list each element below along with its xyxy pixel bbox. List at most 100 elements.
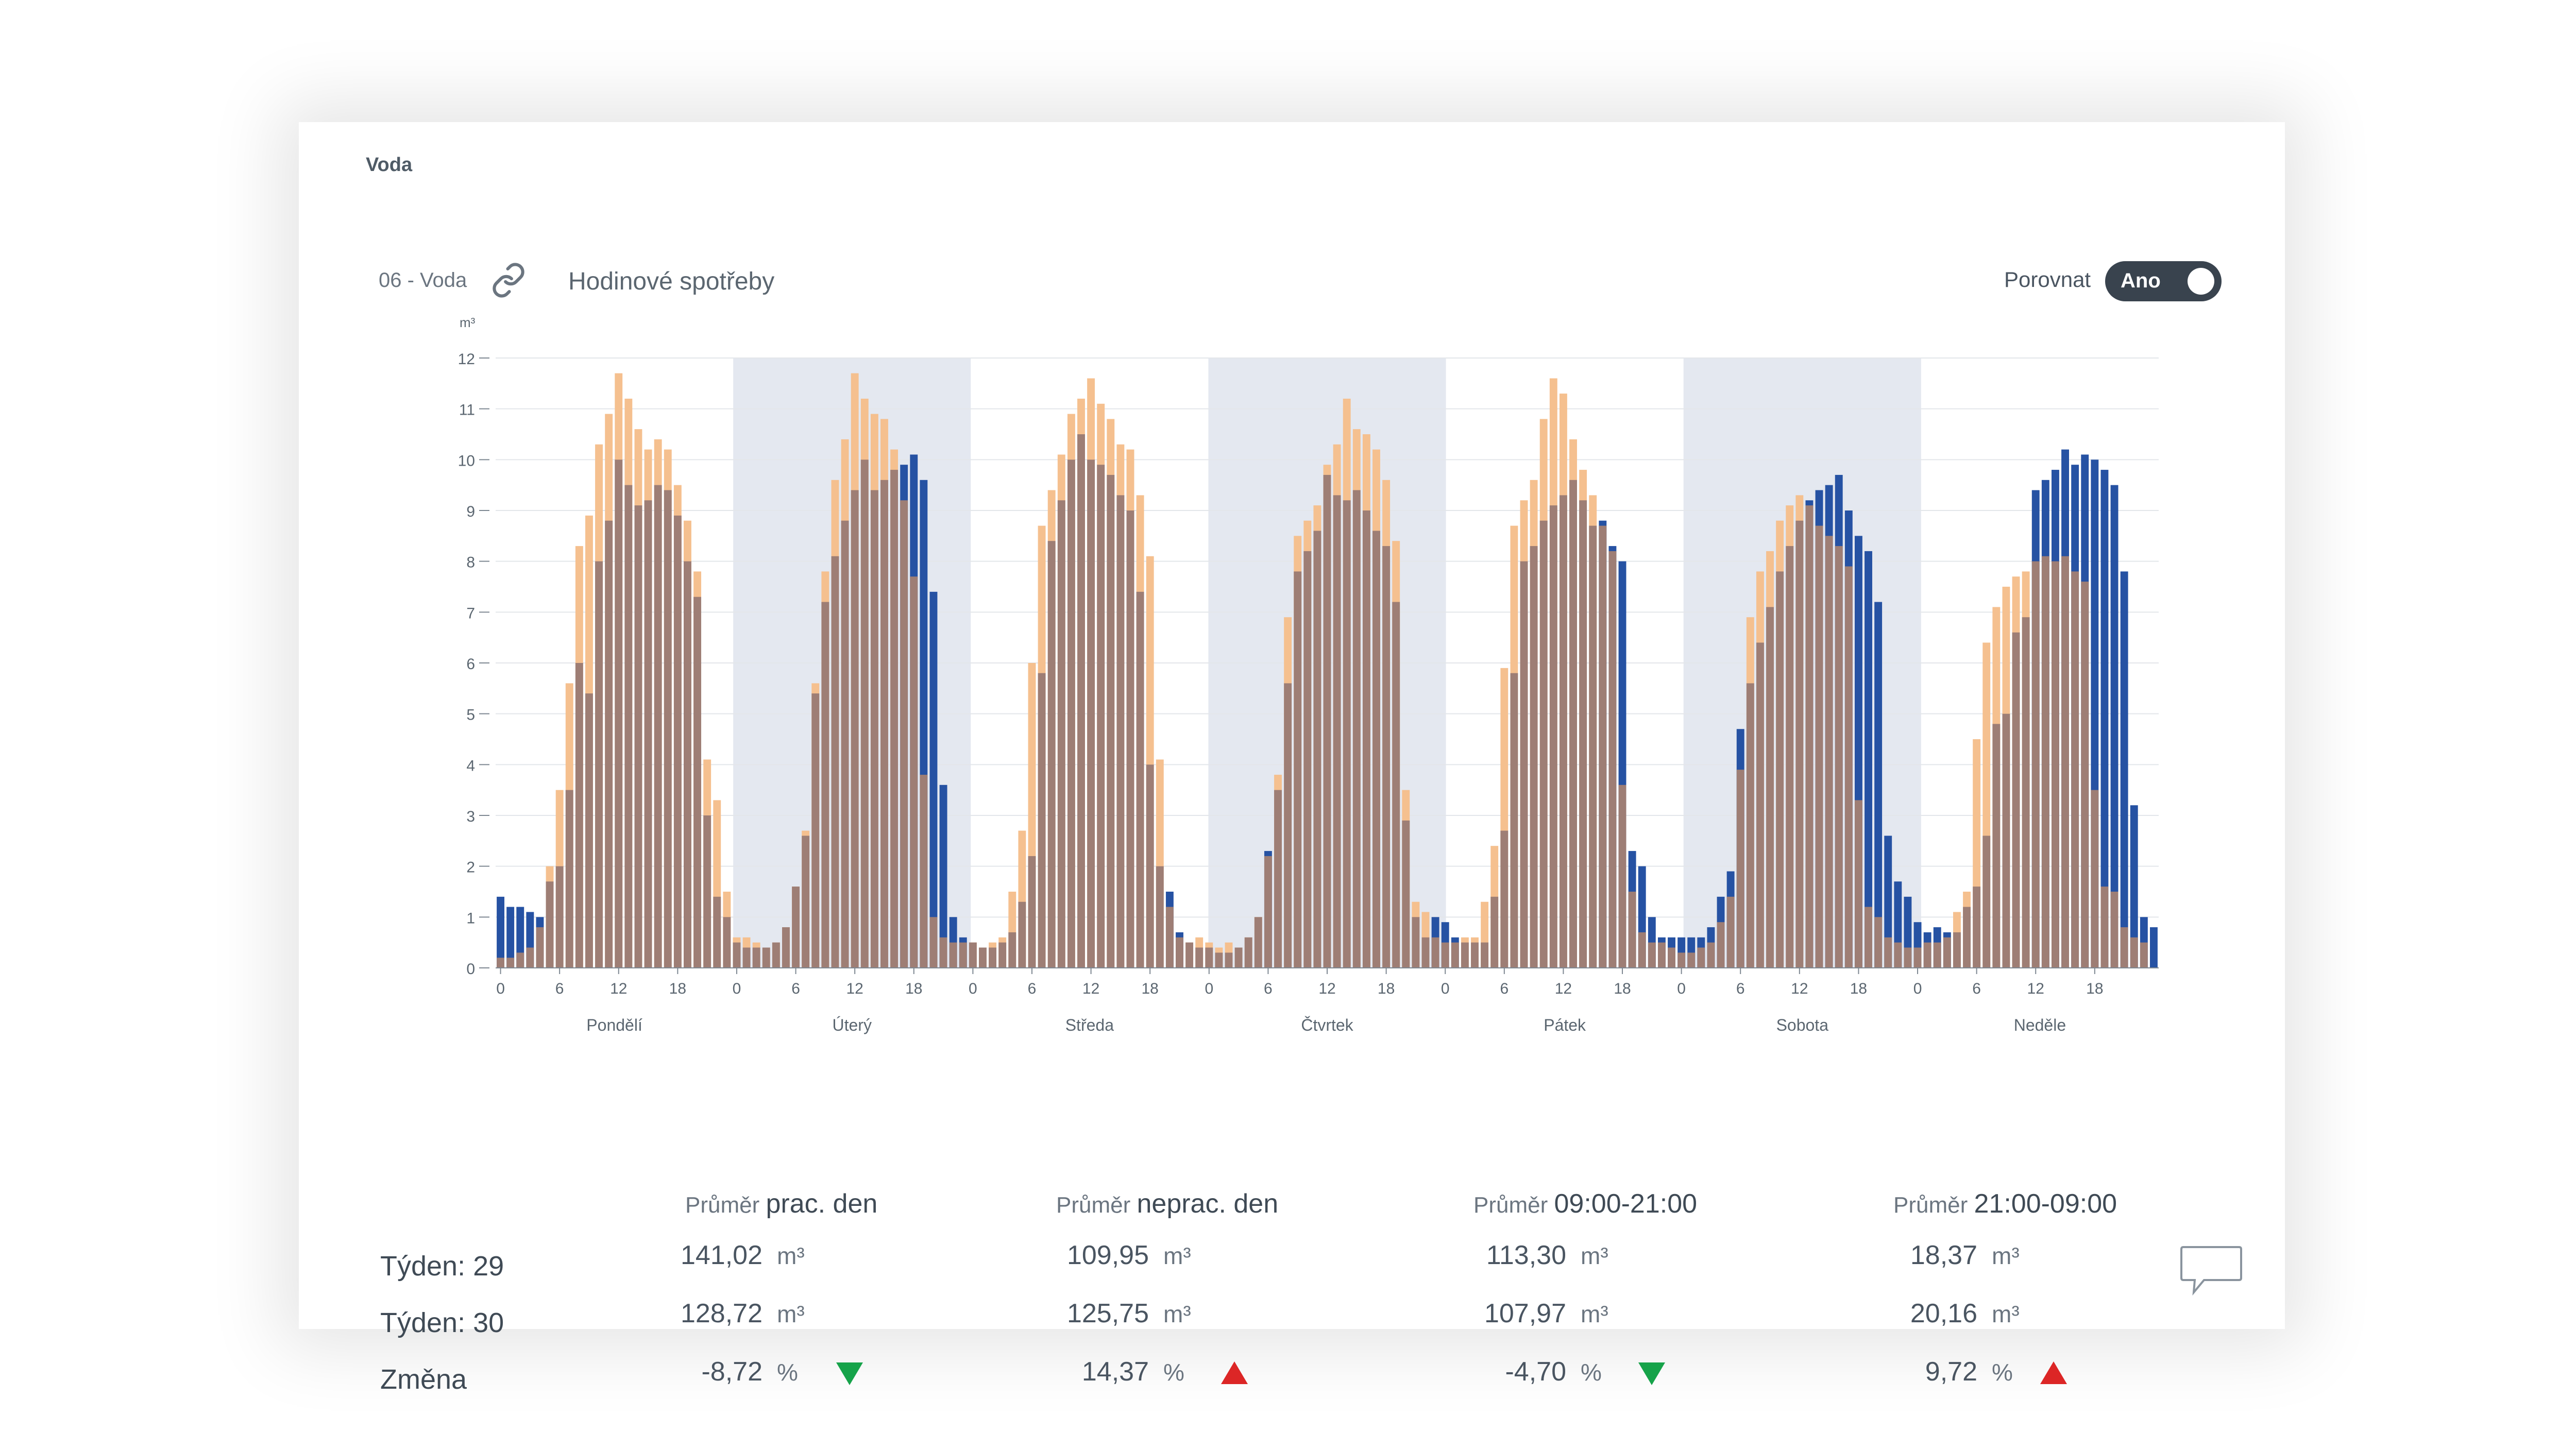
bar-overlap [654,485,662,968]
bar-overlap [1668,947,1675,968]
bar-overlap [969,942,977,968]
bar-overlap [2130,937,2138,968]
bar [1874,602,1883,968]
toggle-knob [2188,268,2214,295]
bar-overlap [624,485,633,968]
link-icon[interactable] [490,262,527,298]
x-tick-label: 18 [1378,980,1395,997]
stat-value: 107,97 [1484,1299,1566,1328]
y-tick-label: 5 [466,707,475,724]
day-label: Čtvrtek [1301,1016,1353,1034]
stat-header-nonworkday: Průměr neprac. den [1056,1188,1278,1219]
bar-overlap [1697,947,1705,968]
x-tick-label: 6 [791,980,800,997]
bar-overlap [1490,896,1499,968]
bar-overlap [860,459,869,968]
y-axis-label: m³ [460,315,476,330]
bar [2130,805,2138,968]
row-label-change: Změna [380,1364,467,1395]
bar-overlap [959,942,967,968]
bar-overlap [1402,820,1410,968]
change-value: 9,72 [1925,1357,1977,1387]
y-tick-label: 0 [466,961,475,978]
bar-overlap [1107,474,1115,968]
bar-overlap [1520,561,1528,968]
bar-overlap [1943,937,1951,968]
x-tick-label: 12 [1791,980,1808,997]
x-tick-label: 0 [1913,980,1922,997]
bar-overlap [1234,947,1243,968]
card-title: Voda [366,154,413,176]
day-label: Pondělí [586,1016,642,1034]
bar-overlap [742,947,751,968]
bar-overlap [1776,571,1784,968]
bar-overlap [546,881,554,968]
bar-overlap [752,947,760,968]
bar-overlap [536,927,544,968]
bar-overlap [1176,937,1183,968]
y-tick-label: 4 [466,757,475,774]
bar-overlap [2031,561,2040,968]
bar-overlap [1205,947,1213,968]
bar-overlap [2061,556,2069,968]
x-tick-label: 18 [1614,980,1631,997]
x-tick-label: 6 [1028,980,1037,997]
bar-overlap [890,470,899,968]
stat-unit: m³ [1581,1242,1608,1269]
bar-overlap [585,693,593,968]
x-tick-label: 12 [1318,980,1335,997]
bar-overlap [1077,434,1085,968]
stat-value: 18,37 [1910,1240,1977,1270]
compare-toggle[interactable]: Ano [2105,261,2222,301]
bar-overlap [2022,617,2030,968]
bar-overlap [1018,901,1026,968]
bar-overlap [1963,907,1971,968]
bar-overlap [1844,566,1853,968]
bar-overlap [1028,856,1036,968]
x-tick-label: 6 [1972,980,1981,997]
bar-overlap [979,947,987,968]
bar-overlap [1628,892,1636,968]
bar-overlap [1461,942,1469,968]
change-unit: % [1163,1359,1184,1386]
bar-overlap [1441,942,1449,968]
bar-overlap [772,942,780,968]
bar-overlap [1481,942,1489,968]
bar-overlap [1412,917,1420,968]
day-label: Středa [1065,1016,1114,1034]
bar-overlap [1352,490,1361,968]
bar-overlap [673,515,682,968]
day-label: Neděle [2014,1016,2066,1034]
bar-overlap [1736,770,1744,968]
day-label: Sobota [1776,1016,1829,1034]
stat-header-day-hours: Průměr 09:00-21:00 [1473,1188,1697,1219]
bar-overlap [1559,495,1567,968]
x-tick-label: 0 [1205,980,1213,997]
bar-overlap [1215,952,1223,968]
bar [929,591,938,968]
bar-overlap [1539,520,1548,968]
day-label: Pátek [1544,1016,1586,1034]
bar-overlap [1382,546,1391,968]
bar-overlap [723,917,731,968]
bar-overlap [2041,556,2049,968]
arrow-down-icon [1638,1362,1665,1385]
chart-title: Hodinové spotřeby [568,268,775,295]
change-value: -8,72 [701,1357,762,1387]
bar-overlap [526,947,534,968]
bar-overlap [1510,673,1518,968]
comment-icon[interactable] [2179,1244,2243,1298]
bar-overlap [2012,632,2020,968]
bar-overlap [1047,541,1056,968]
bar [2110,485,2119,968]
bar-overlap [880,480,888,968]
bar-overlap [1638,932,1646,968]
bar-overlap [1756,642,1764,968]
bar-overlap [821,602,829,968]
bar-overlap [1608,551,1617,968]
bar-overlap [900,500,908,968]
bar-overlap [1933,942,1941,968]
bar-overlap [1067,459,1075,968]
bar-overlap [1343,500,1351,968]
